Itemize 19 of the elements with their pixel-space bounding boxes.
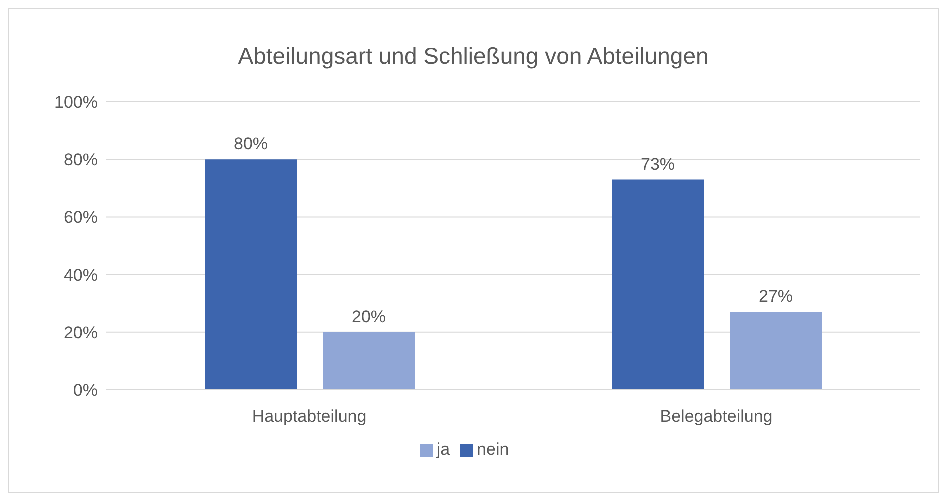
x-tick-label: Hauptabteilung [252, 407, 367, 426]
chart-title: Abteilungsart und Schließung von Abteilungen [237, 43, 710, 70]
data-label: 20% [352, 307, 386, 326]
bar [730, 312, 822, 390]
legend-label: nein [477, 440, 510, 459]
data-label: 27% [758, 287, 794, 306]
y-tick-label: 40% [64, 266, 98, 285]
data-label: 80% [234, 134, 268, 154]
y-tick-label: 60% [64, 208, 98, 228]
y-tick-label: 20% [64, 323, 98, 342]
y-tick-label: 0% [73, 381, 98, 400]
bar [323, 332, 415, 390]
bar [205, 160, 297, 390]
x-tick-label: Belegabteilung [660, 407, 773, 426]
y-tick-label: 100% [54, 93, 98, 112]
y-tick-label: 80% [64, 150, 98, 170]
data-label: 73% [640, 154, 676, 174]
bar [612, 180, 704, 390]
legend-label: ja [436, 440, 450, 459]
